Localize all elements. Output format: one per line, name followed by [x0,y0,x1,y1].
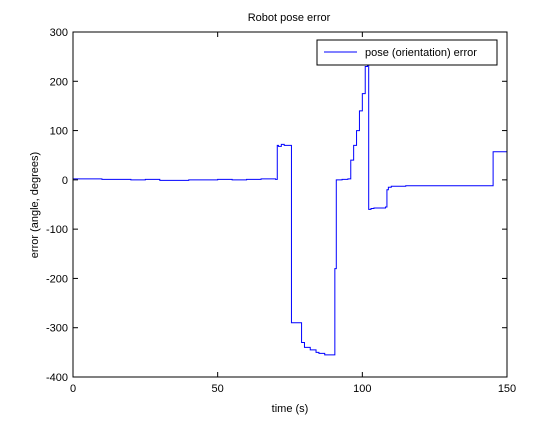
legend: pose (orientation) error [316,39,498,66]
legend-label: pose (orientation) error [365,47,477,59]
y-tick-label: 200 [50,76,68,88]
y-tick-label: -400 [46,372,68,384]
chart-title: Robot pose error [248,12,331,24]
x-tick-label: 100 [353,383,371,395]
y-tick-label: -100 [46,224,68,236]
y-tick-label: 300 [50,27,68,39]
y-axis-label: error (angle, degrees) [29,152,41,258]
plot-frame [72,31,508,378]
y-tick-label: -300 [46,323,68,335]
x-axis-label: time (s) [272,403,309,415]
data-layer [73,63,507,356]
legend-box [316,39,498,66]
tick-layer: 0 50 100 150 -400 -300 -200 -100 0 100 200 300 [46,27,516,395]
x-tick-label: 50 [212,383,224,395]
y-tick-label: 100 [50,126,68,138]
plot-area [73,32,507,377]
x-tick-label: 0 [70,383,76,395]
y-tick-label: -200 [46,273,68,285]
x-tick-label: 150 [498,383,516,395]
y-tick-label: 0 [62,175,68,187]
series-line-0 [73,63,507,356]
